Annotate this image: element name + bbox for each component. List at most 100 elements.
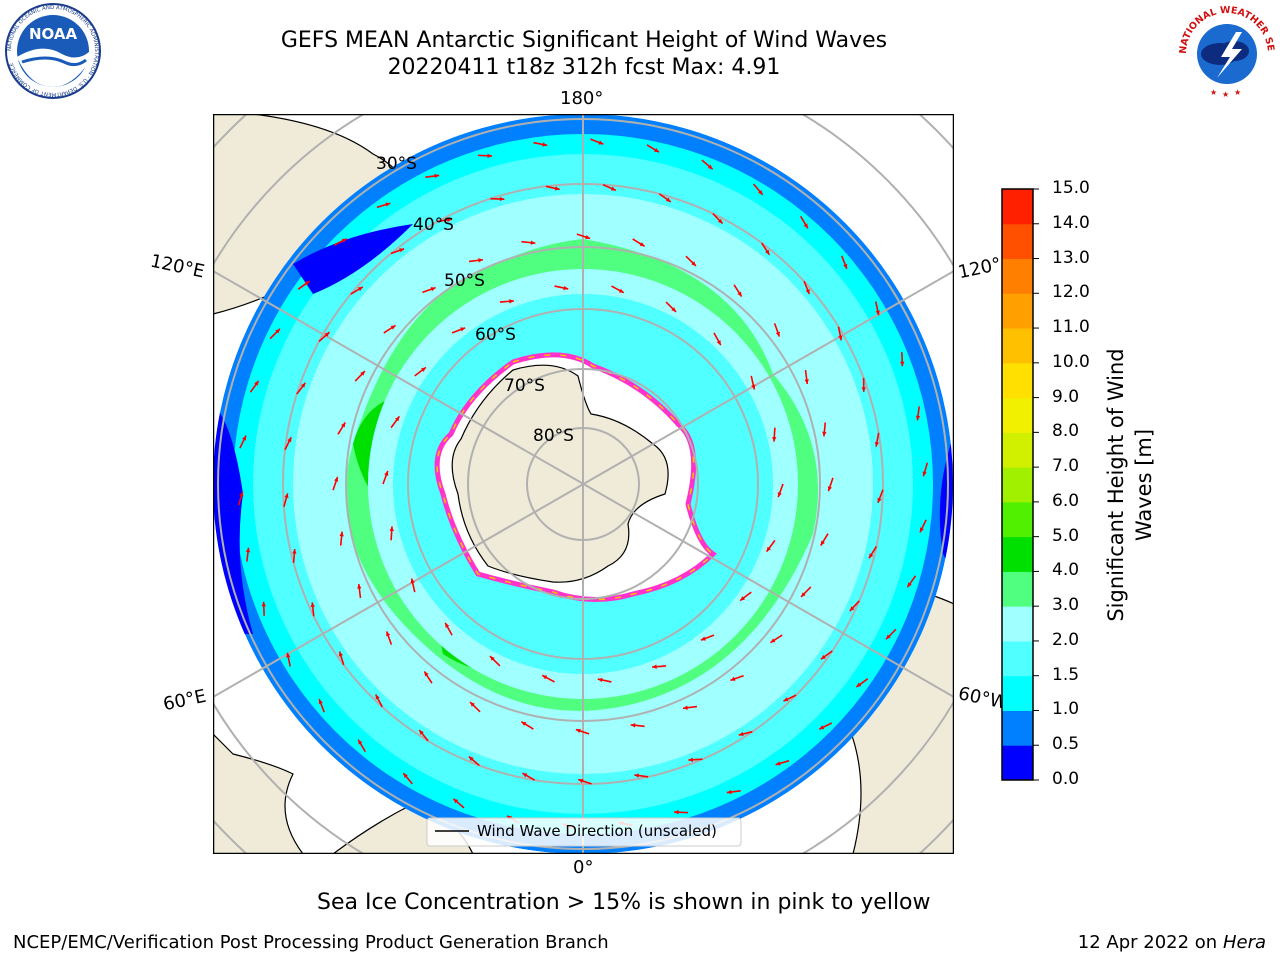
wave-direction-arrowhead: [819, 725, 825, 730]
wave-direction-arrowhead: [922, 471, 927, 477]
wave-direction-arrowhead: [245, 547, 251, 553]
wave-direction-arrowhead: [522, 773, 528, 778]
wave-direction-arrowhead: [424, 671, 429, 677]
wave-direction-arrowhead: [820, 654, 826, 660]
wave-direction-arrowhead: [341, 422, 346, 428]
colorbar-band: [1002, 571, 1033, 607]
colorbar-band: [1002, 606, 1033, 642]
lon-label-120w: 120°: [956, 253, 1004, 284]
wave-direction-arrowhead: [575, 728, 581, 733]
colorbar-tick-label: 8.0: [1052, 421, 1080, 442]
wave-direction-arrowhead: [386, 631, 391, 637]
wave-direction-arrowhead: [783, 697, 789, 702]
colorbar-tick-label: 11.0: [1052, 317, 1090, 338]
wave-direction-arrowhead: [730, 676, 736, 681]
colorbar-label-line1: Significant Height of Wind: [1104, 348, 1128, 622]
wave-direction-arrowhead: [801, 592, 806, 597]
colorbar-tick-label: 15.0: [1052, 178, 1090, 198]
wave-direction-arrowhead: [726, 789, 732, 795]
wave-direction-arrowhead: [827, 486, 832, 492]
wave-direction-arrowhead: [430, 287, 436, 292]
footer-left: NCEP/EMC/Verification Post Processing Pr…: [13, 932, 609, 953]
wave-direction-arrowhead: [717, 218, 723, 224]
map-frame-border: [213, 114, 954, 854]
colorbar-band: [1002, 189, 1033, 225]
wave-direction-arrowhead: [489, 656, 495, 661]
colorbar-band: [1002, 745, 1033, 781]
wave-direction-arrowhead: [861, 387, 866, 392]
wave-direction-arrowhead: [554, 186, 560, 191]
lon-label-180: 180°: [560, 88, 604, 109]
chart-title-line1: GEFS MEAN Antarctic Significant Height o…: [280, 28, 888, 53]
wave-direction-arrowhead: [341, 238, 347, 243]
lat-label-40s: 40°S: [413, 215, 454, 235]
wave-direction-arrowhead: [275, 328, 280, 334]
colorbar-tick-label: 2.0: [1052, 629, 1080, 650]
colorbar-tick-label: 14.0: [1052, 212, 1090, 233]
wave-direction-arrowhead: [394, 416, 400, 422]
wave-direction-arrowhead: [389, 526, 394, 532]
wave-direction-arrowhead: [820, 540, 825, 546]
wave-direction-arrowhead: [907, 582, 912, 588]
svg-text:★: ★: [1210, 88, 1217, 97]
colorbar-band: [1002, 223, 1033, 260]
wave-direction-arrowhead: [284, 493, 289, 499]
wave-direction-arrowhead: [777, 492, 782, 498]
lat-label-50s: 50°S: [444, 271, 485, 291]
lat-label-60s: 60°S: [475, 325, 516, 345]
lon-label-60e: 60°E: [161, 685, 208, 716]
colorbar-tick-label: 5.0: [1052, 525, 1080, 546]
wave-direction-arrowhead: [738, 731, 744, 737]
wave-direction-arrowhead: [838, 335, 843, 341]
wave-direction-arrowhead: [654, 147, 660, 153]
wave-direction-arrowhead: [261, 601, 266, 607]
wave-direction-arrowhead: [324, 332, 330, 337]
map-legend: Wind Wave Direction (unscaled): [426, 817, 742, 847]
nws-logo: NATIONAL WEATHER SERVICE ★★★: [1176, 2, 1276, 99]
colorbar-tick-label: 1.0: [1052, 699, 1080, 720]
wave-direction-arrowhead: [688, 757, 694, 762]
wave-direction-arrowhead: [478, 258, 483, 263]
lat-label-80s: 80°S: [533, 426, 574, 446]
wave-direction-arrowhead: [766, 546, 772, 552]
wave-direction-arrowhead: [597, 677, 603, 683]
colorbar-label-line2: Waves [m]: [1132, 428, 1156, 542]
wave-direction-arrowhead: [770, 638, 776, 643]
lon-label-0: 0°: [573, 857, 594, 878]
wave-direction-arrowhead: [578, 778, 584, 783]
chart-title-line2: 20220411 t18z 312h fcst Max: 4.91: [387, 55, 781, 80]
colorbar-tick-label: 4.0: [1052, 560, 1080, 581]
wave-direction-arrowhead: [339, 531, 344, 537]
wave-direction-arrowhead: [499, 196, 505, 202]
wave-direction-arrowhead: [849, 606, 855, 612]
wave-direction-arrowhead: [254, 380, 259, 386]
wave-direction-arrowhead: [803, 223, 808, 229]
colorbar-tick-label: 6.0: [1052, 490, 1080, 511]
antarctica-sea-ice-fringe: [436, 354, 715, 601]
wave-direction-arrowhead: [468, 756, 474, 762]
colorbar-band: [1002, 501, 1033, 538]
wave-direction-arrowhead: [318, 699, 323, 705]
wave-direction-arrowhead: [585, 235, 591, 240]
wave-direction-arrowhead: [292, 549, 297, 554]
wave-direction-arrowhead: [410, 578, 415, 584]
wave-direction-arrowhead: [683, 705, 688, 710]
wave-direction-arrowhead: [399, 248, 405, 253]
wave-direction-arrowhead: [886, 634, 891, 640]
wave-direction-arrowhead: [843, 263, 848, 269]
colorbar-band: [1002, 432, 1033, 468]
wave-direction-arrowhead: [671, 307, 677, 312]
wave-direction-arrowhead: [765, 249, 770, 255]
footer-host: Hera: [1222, 932, 1266, 953]
wave-direction-arrowhead: [530, 240, 536, 245]
colorbar-tick-label: 1.5: [1052, 664, 1080, 685]
wave-direction-arrowhead: [509, 299, 514, 304]
colorbar-band: [1002, 640, 1033, 677]
noaa-logo: NOAA NATIONAL OCEANIC AND ATMOSPHERIC AD…: [5, 3, 101, 99]
wave-direction-arrowhead: [716, 340, 721, 346]
wave-direction-arrowhead: [775, 331, 780, 337]
wave-direction-arrowhead: [775, 761, 781, 766]
colorbar-tick-label: 0.0: [1052, 769, 1080, 789]
footer-right: 12 Apr 2022 on Hera: [1078, 932, 1266, 953]
colorbar-band: [1002, 397, 1033, 433]
